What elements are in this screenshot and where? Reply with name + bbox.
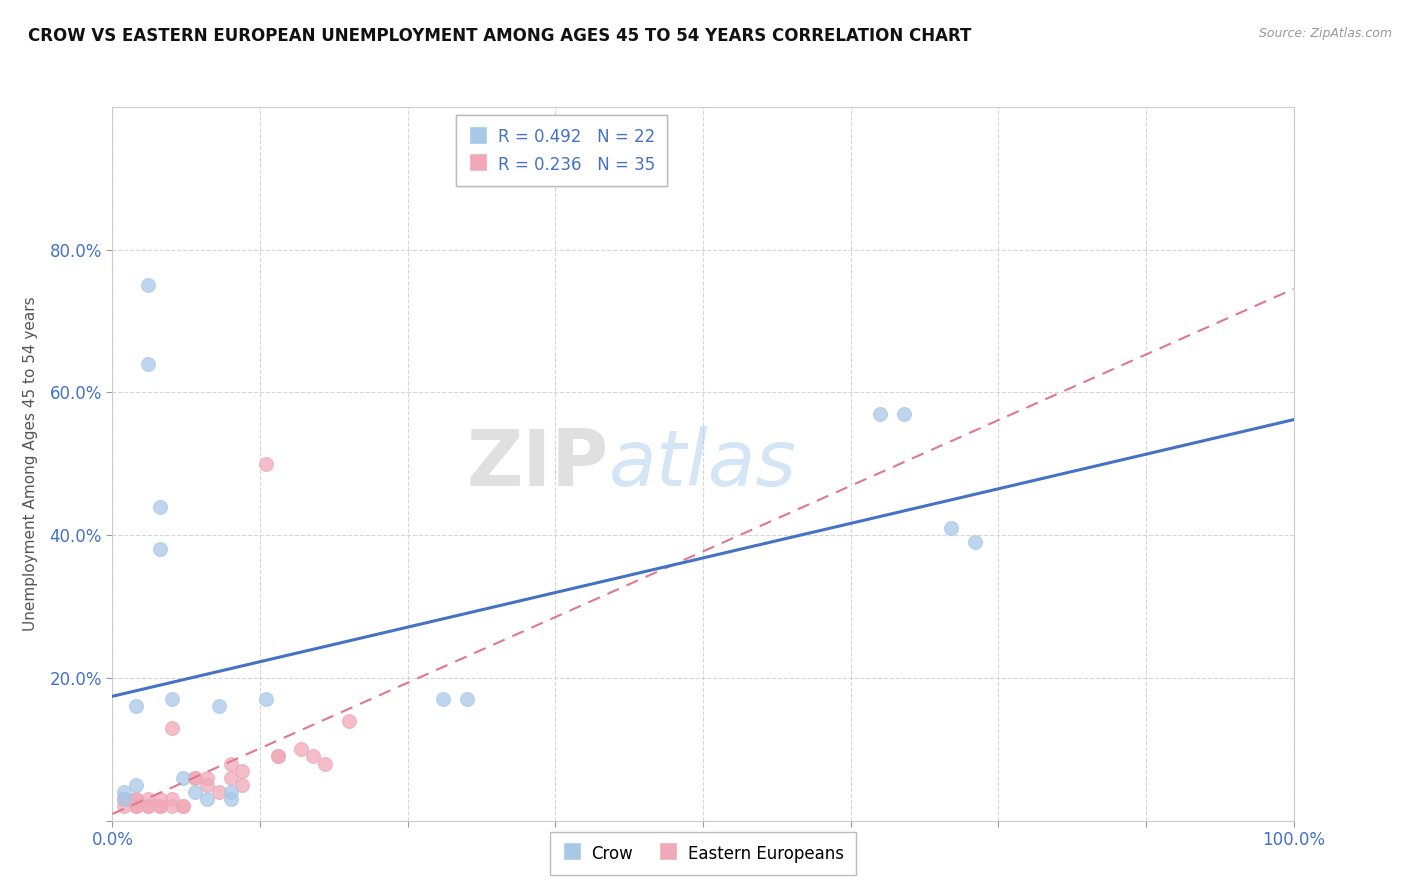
Point <box>314 756 336 771</box>
Point <box>136 357 159 371</box>
Point <box>172 799 194 814</box>
Point <box>456 692 478 706</box>
Point <box>149 799 172 814</box>
Point <box>112 792 135 806</box>
Point <box>125 699 148 714</box>
Point <box>160 692 183 706</box>
Point <box>160 792 183 806</box>
Point <box>112 792 135 806</box>
Point <box>125 799 148 814</box>
Point <box>939 521 962 535</box>
Legend: R = 0.492   N = 22, R = 0.236   N = 35: R = 0.492 N = 22, R = 0.236 N = 35 <box>456 115 666 186</box>
Point <box>125 799 148 814</box>
Point <box>219 785 242 799</box>
Point <box>893 407 915 421</box>
Legend: Crow, Eastern Europeans: Crow, Eastern Europeans <box>550 832 856 875</box>
Point <box>125 778 148 792</box>
Point <box>125 792 148 806</box>
Point <box>208 785 231 799</box>
Point <box>337 714 360 728</box>
Text: CROW VS EASTERN EUROPEAN UNEMPLOYMENT AMONG AGES 45 TO 54 YEARS CORRELATION CHAR: CROW VS EASTERN EUROPEAN UNEMPLOYMENT AM… <box>28 27 972 45</box>
Point <box>302 749 325 764</box>
Point <box>219 756 242 771</box>
Point <box>112 792 135 806</box>
Point <box>136 278 159 293</box>
Point <box>184 771 207 785</box>
Text: atlas: atlas <box>609 425 796 502</box>
Point <box>184 771 207 785</box>
Point <box>231 764 253 778</box>
Point <box>149 500 172 514</box>
Point <box>963 535 986 549</box>
Point <box>136 799 159 814</box>
Point <box>195 792 218 806</box>
Point <box>869 407 891 421</box>
Point <box>195 771 218 785</box>
Point <box>149 542 172 557</box>
Point <box>219 792 242 806</box>
Point <box>136 799 159 814</box>
Point <box>160 799 183 814</box>
Point <box>149 799 172 814</box>
Point <box>160 721 183 735</box>
Point <box>290 742 312 756</box>
Point <box>112 799 135 814</box>
Point <box>231 778 253 792</box>
Point <box>136 792 159 806</box>
Point <box>267 749 290 764</box>
Text: Source: ZipAtlas.com: Source: ZipAtlas.com <box>1258 27 1392 40</box>
Point <box>112 785 135 799</box>
Point <box>208 699 231 714</box>
Point <box>254 457 277 471</box>
Point <box>432 692 454 706</box>
Point <box>112 792 135 806</box>
Text: ZIP: ZIP <box>467 425 609 502</box>
Point <box>267 749 290 764</box>
Point <box>184 785 207 799</box>
Point <box>172 799 194 814</box>
Point <box>219 771 242 785</box>
Y-axis label: Unemployment Among Ages 45 to 54 years: Unemployment Among Ages 45 to 54 years <box>24 296 38 632</box>
Point <box>172 771 194 785</box>
Point <box>254 692 277 706</box>
Point <box>195 778 218 792</box>
Point <box>149 792 172 806</box>
Point <box>125 792 148 806</box>
